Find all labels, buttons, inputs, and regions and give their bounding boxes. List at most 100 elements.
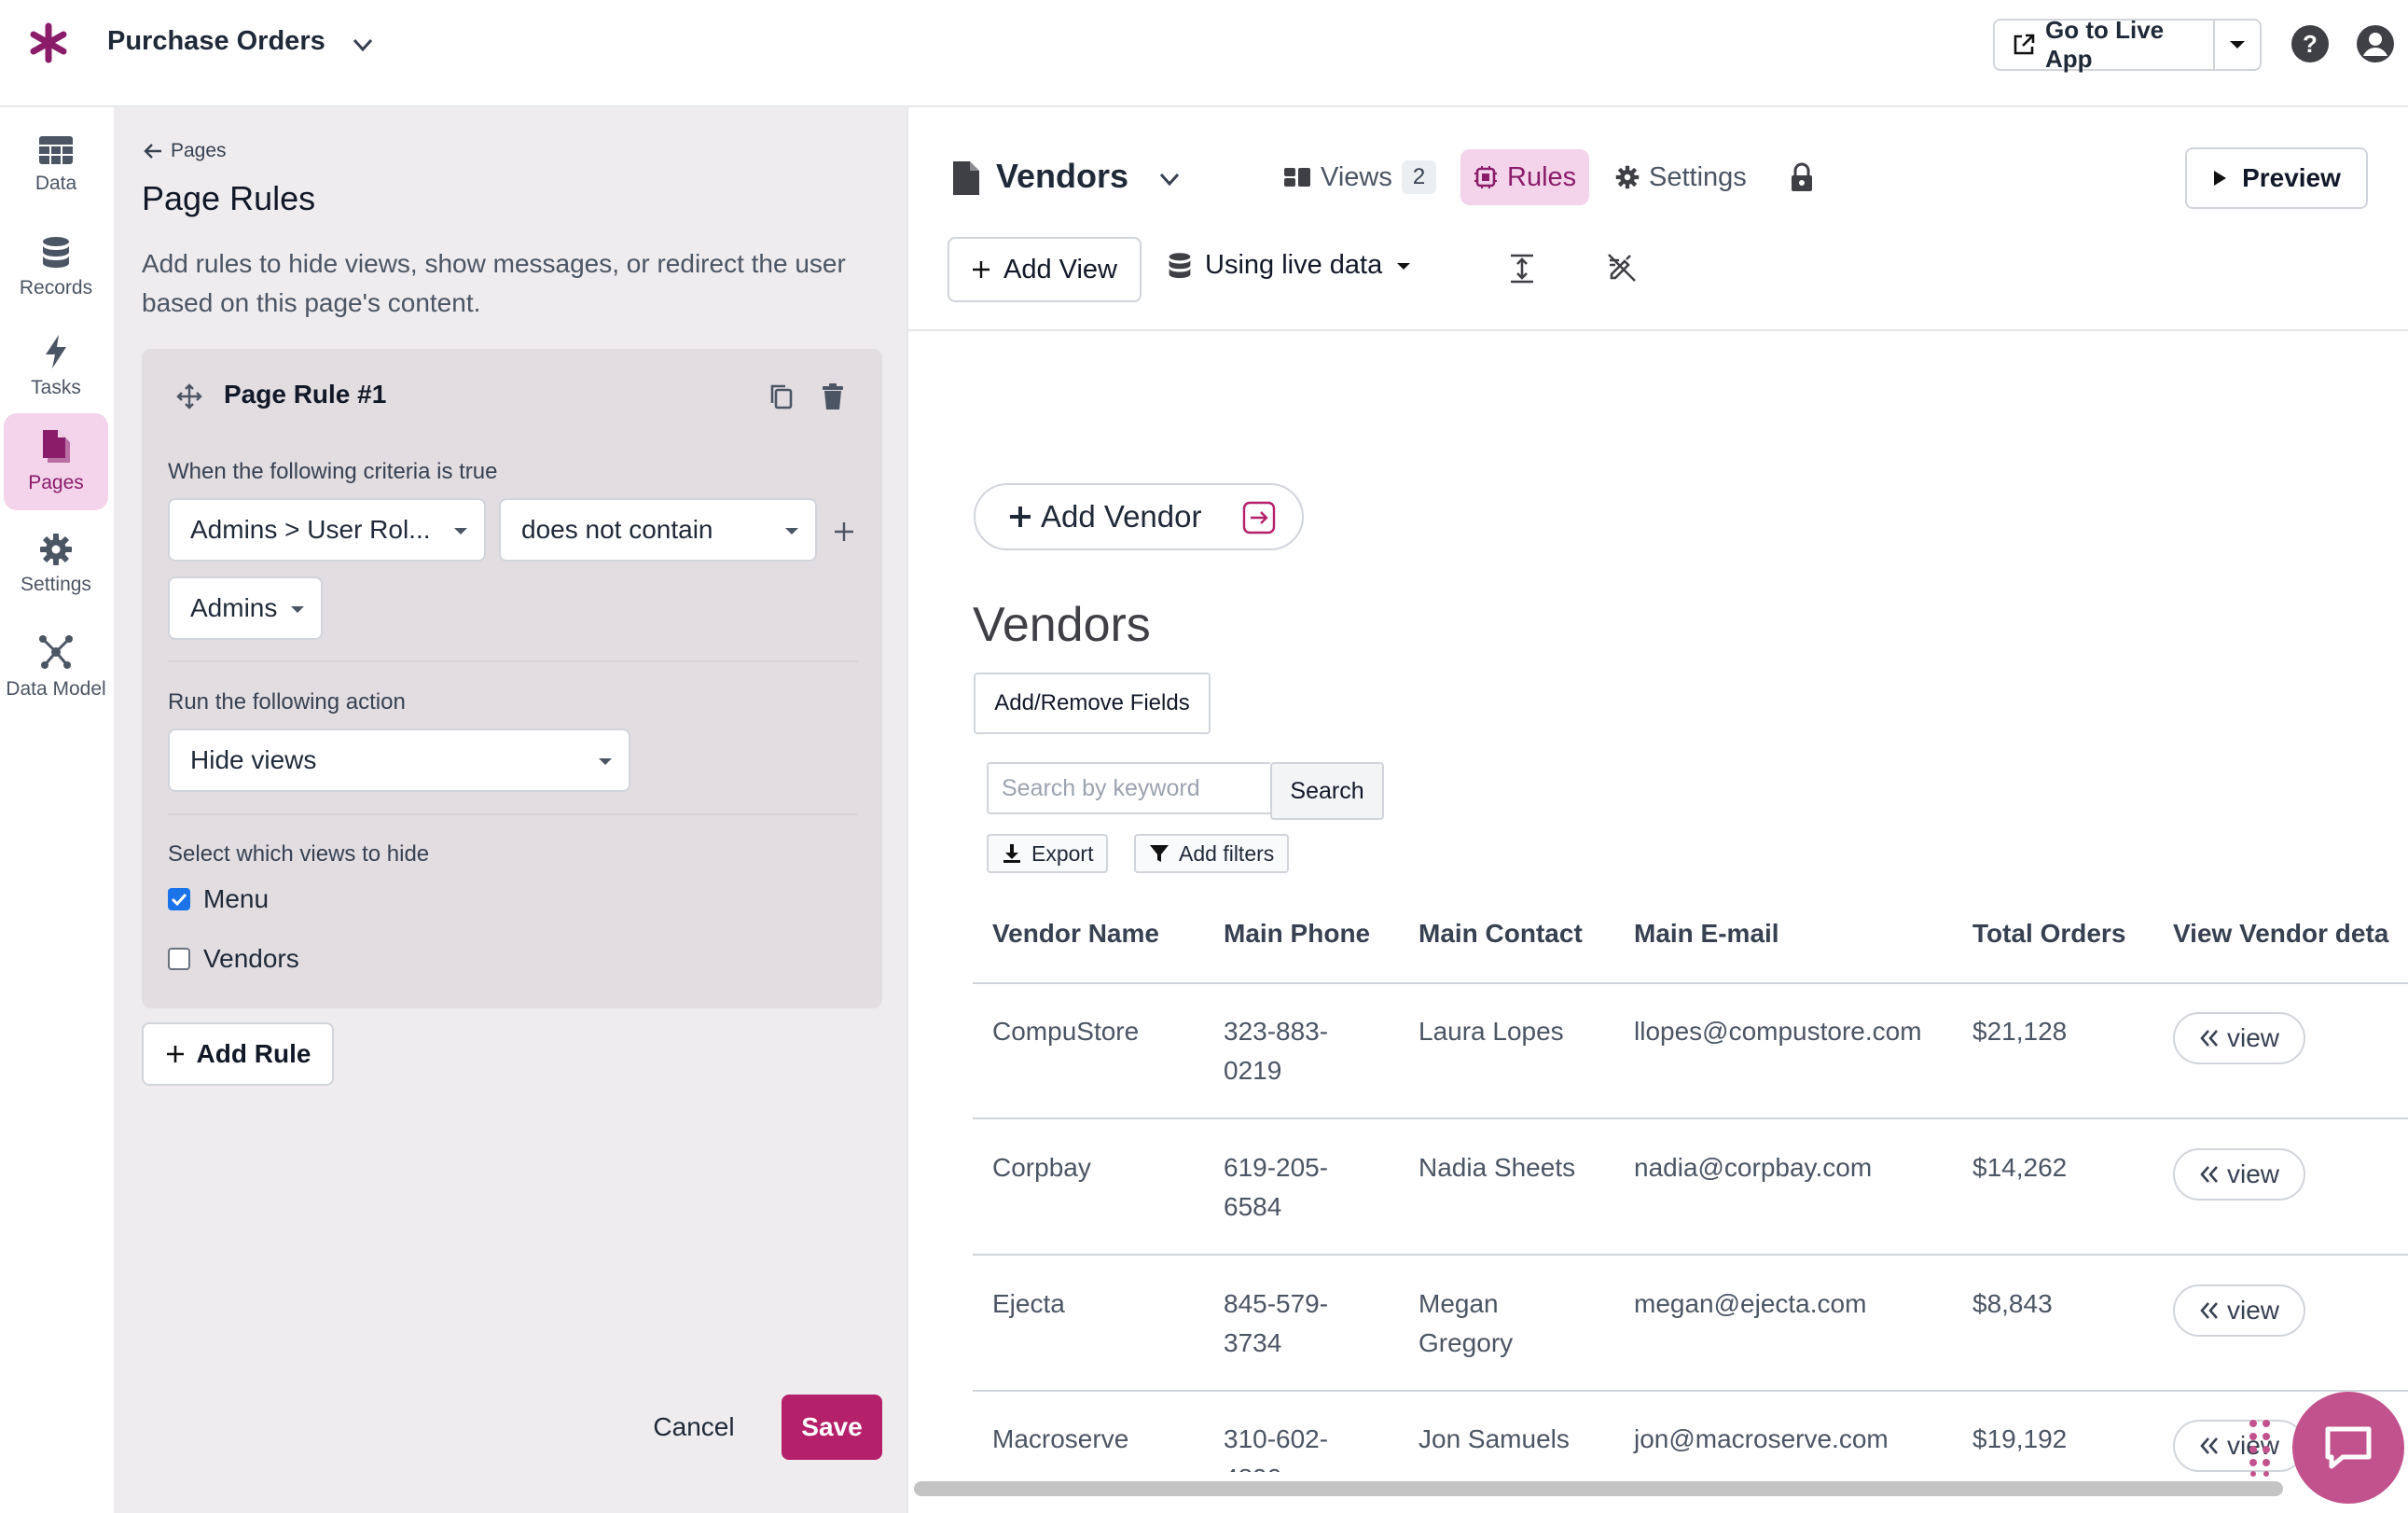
add-filters-button[interactable]: Add filters [1134, 834, 1290, 873]
cell-phone-line2: 0219 [1224, 1056, 1282, 1085]
plus-icon [165, 1044, 186, 1064]
database-icon [1168, 252, 1192, 280]
checkbox-label: Menu [203, 884, 270, 913]
copy-icon[interactable] [768, 382, 794, 410]
caret-down-icon [291, 606, 304, 613]
view-checkbox-vendors[interactable]: Vendors [168, 944, 299, 974]
double-chevron-left-icon [2199, 1301, 2220, 1320]
chevron-down-icon[interactable] [1156, 168, 1183, 190]
cell-email: jon@macroserve.com [1634, 1424, 1889, 1453]
app-title[interactable]: Purchase Orders [107, 26, 325, 56]
rail-item-records[interactable]: Records [4, 221, 108, 314]
arrow-left-icon [143, 142, 163, 160]
checkbox-unchecked[interactable] [168, 948, 190, 970]
tab-label: Settings [1649, 161, 1747, 192]
page-name[interactable]: Vendors [996, 157, 1129, 195]
column-header[interactable]: Main E-mail [1634, 919, 1779, 948]
view-vendor-button[interactable]: view [2173, 1148, 2305, 1201]
live-app-dropdown[interactable] [2215, 39, 2260, 50]
search-input[interactable]: Search by keyword [987, 762, 1270, 814]
view-vendor-button[interactable]: view [2173, 1012, 2305, 1064]
trash-icon[interactable] [821, 382, 845, 410]
lock-icon[interactable] [1789, 162, 1815, 192]
cell-phone-line2: 3734 [1224, 1328, 1282, 1357]
preview-button[interactable]: Preview [2185, 147, 2368, 209]
help-icon[interactable]: ? [2290, 23, 2331, 64]
add-remove-fields-button[interactable]: Add/Remove Fields [974, 673, 1211, 734]
column-header[interactable]: Total Orders [1972, 919, 2126, 948]
add-rule-button[interactable]: Add Rule [142, 1022, 334, 1086]
checkbox-checked[interactable] [168, 888, 190, 910]
tab-rules[interactable]: Rules [1460, 149, 1590, 205]
drag-dots-icon[interactable] [2248, 1418, 2272, 1478]
views-count-badge: 2 [1401, 160, 1437, 194]
go-to-live-app-button[interactable]: Go to Live App [1993, 16, 2262, 73]
rail-item-tasks[interactable]: Tasks [4, 320, 108, 413]
column-header[interactable]: Vendor Name [992, 919, 1159, 948]
play-icon [2212, 170, 2227, 187]
column-header[interactable]: Main Contact [1419, 919, 1583, 948]
double-chevron-left-icon [2199, 1029, 2220, 1048]
add-vendor-button[interactable]: Add Vendor [974, 483, 1304, 550]
edit-off-icon[interactable] [1606, 252, 1638, 284]
expand-height-icon[interactable] [1508, 254, 1536, 284]
search-button[interactable]: Search [1270, 762, 1384, 820]
plus-icon [972, 260, 990, 279]
rail-item-data[interactable]: Data [4, 118, 108, 212]
criteria-value-select[interactable]: Admins [168, 576, 323, 640]
rail-item-settings[interactable]: Settings [4, 518, 108, 611]
left-nav-rail: Data Records Tasks Pages Settings Data M… [0, 107, 114, 1513]
caret-down-icon [785, 528, 798, 534]
column-header[interactable]: Main Phone [1224, 919, 1371, 948]
cancel-button[interactable]: Cancel [653, 1412, 735, 1441]
lightning-icon [43, 334, 69, 369]
cell-phone-line1: 323-883- [1224, 1017, 1329, 1046]
cell-total-orders: $21,128 [1972, 1017, 2068, 1046]
pages-icon [40, 429, 72, 465]
data-source-dropdown[interactable]: Using live data [1168, 250, 1412, 281]
view-vendor-button[interactable]: view [2173, 1284, 2305, 1337]
action-select[interactable]: Hide views [168, 729, 630, 792]
cell-contact: Laura Lopes [1419, 1017, 1564, 1046]
cell-vendor-name: Macroserve [992, 1424, 1129, 1453]
cell-vendor-name: Corpbay [992, 1153, 1091, 1182]
criteria-operator-select[interactable]: does not contain [499, 498, 817, 562]
graph-icon [37, 633, 75, 671]
cell-contact: Megan [1419, 1289, 1499, 1318]
back-to-pages-link[interactable]: Pages [143, 140, 227, 162]
page-editor [906, 107, 2408, 1513]
panel-description: Add rules to hide views, show messages, … [142, 249, 846, 317]
add-criteria-plus-icon[interactable] [833, 521, 855, 543]
divider [908, 329, 2408, 331]
svg-text:?: ? [2303, 30, 2318, 58]
column-header[interactable]: View Vendor deta [2173, 919, 2389, 948]
criteria-field-select[interactable]: Admins > User Rol... [168, 498, 486, 562]
tab-label: Views [1321, 161, 1392, 192]
rail-item-data-model[interactable]: Data Model [4, 620, 108, 714]
rail-item-label: Pages [28, 472, 84, 493]
views-to-hide-label: Select which views to hide [168, 841, 430, 867]
add-vendor-label: Add Vendor [1041, 499, 1202, 534]
rail-item-pages[interactable]: Pages [4, 413, 108, 510]
divider [168, 660, 858, 662]
chevron-down-icon[interactable] [350, 32, 376, 58]
chat-support-icon[interactable] [2292, 1392, 2404, 1504]
filters-label: Add filters [1179, 840, 1275, 866]
cell-phone-line1: 310-602- [1224, 1424, 1329, 1453]
cell-total-orders: $19,192 [1972, 1424, 2068, 1453]
view-checkbox-menu[interactable]: Menu [168, 884, 269, 914]
divider [973, 1117, 2408, 1119]
user-account-icon[interactable] [2355, 23, 2396, 64]
export-button[interactable]: Export [987, 834, 1109, 873]
live-app-label: Go to Live App [2045, 16, 2165, 73]
tab-settings[interactable]: Settings [1602, 149, 1760, 205]
save-button[interactable]: Save [782, 1395, 882, 1460]
view-vendor-button[interactable]: view [2173, 1420, 2305, 1472]
cell-vendor-name: Ejecta [992, 1289, 1065, 1318]
add-view-button[interactable]: Add View [948, 237, 1142, 302]
drag-handle-icon[interactable] [175, 382, 203, 410]
horizontal-scrollbar[interactable] [914, 1481, 2283, 1496]
tab-views[interactable]: Views 2 [1270, 149, 1449, 205]
divider [168, 813, 858, 815]
cell-contact: Jon Samuels [1419, 1424, 1570, 1453]
